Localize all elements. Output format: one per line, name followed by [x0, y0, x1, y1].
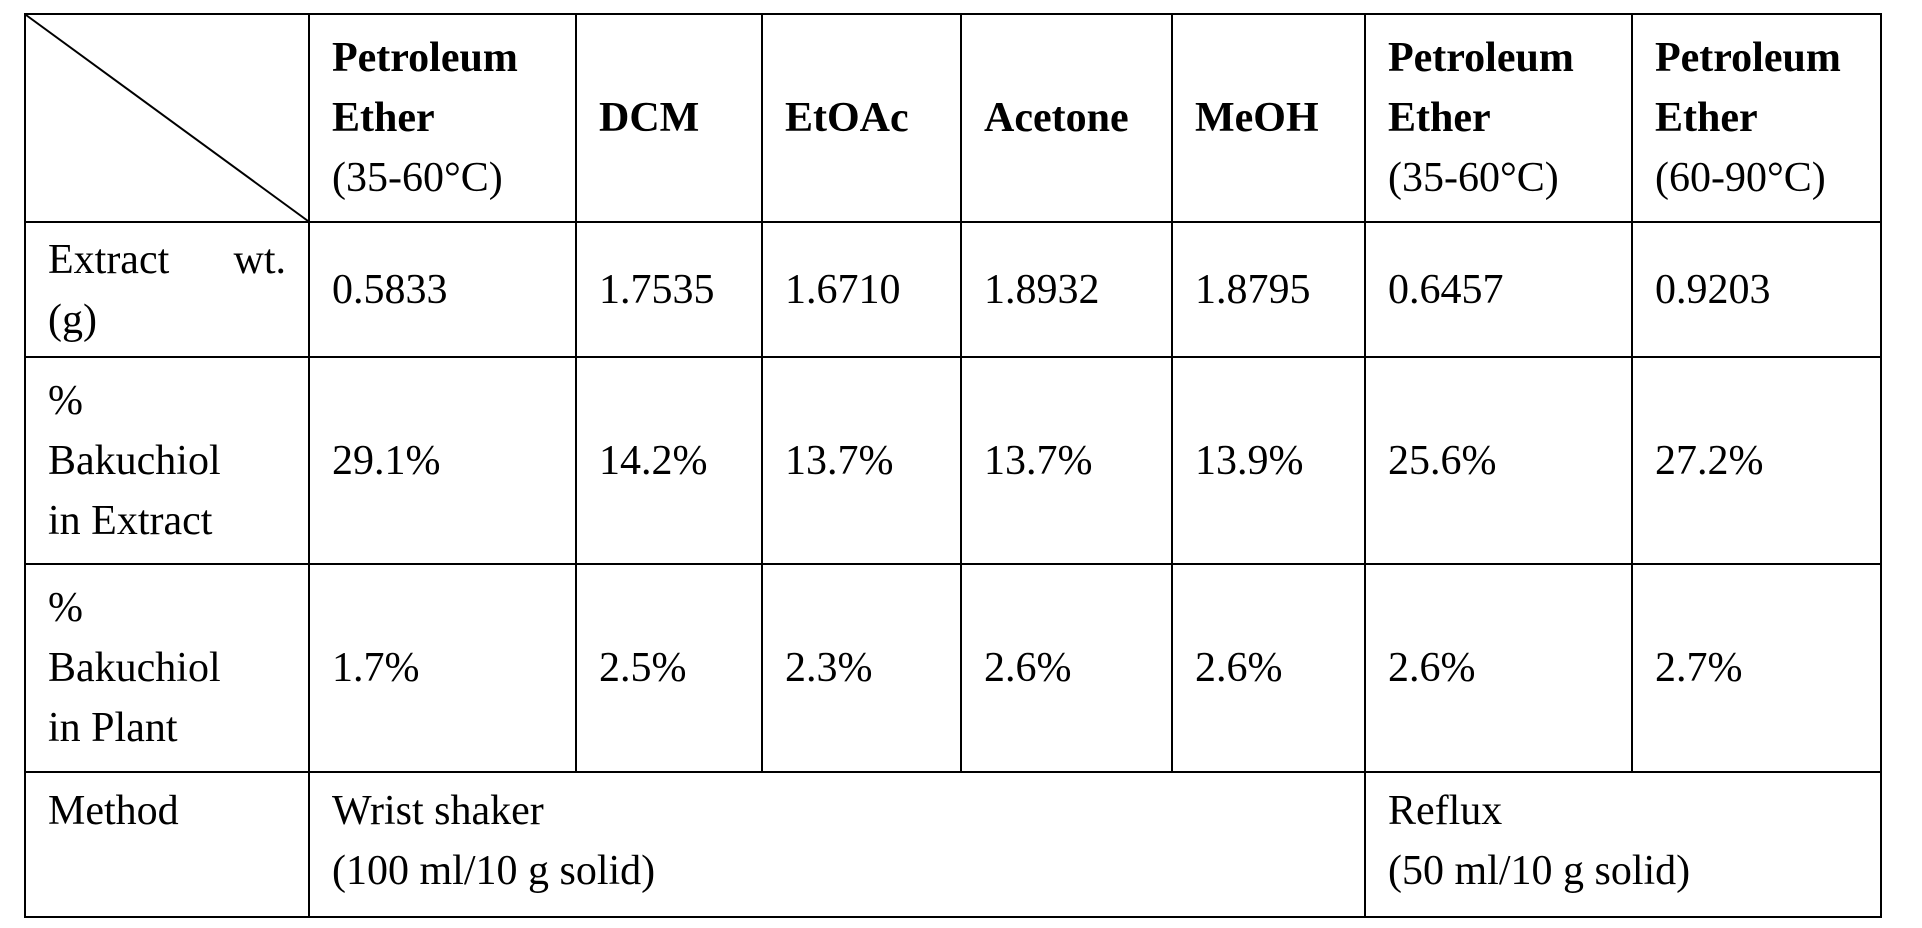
table-cell: 25.6%: [1365, 357, 1632, 564]
col-header-dcm: DCM: [576, 14, 762, 222]
row-label-method: Method: [25, 772, 309, 917]
method-reflux-cell: Reflux(50 ml/10 g solid): [1365, 772, 1881, 917]
table-cell: 13.7%: [762, 357, 961, 564]
table-cell: 1.7%: [309, 564, 576, 772]
col-header-etoac: EtOAc: [762, 14, 961, 222]
table-row: Method Wrist shaker(100 ml/10 g solid) R…: [25, 772, 1881, 917]
table-cell: 0.5833: [309, 222, 576, 357]
col-header-acetone: Acetone: [961, 14, 1172, 222]
table-cell: 2.5%: [576, 564, 762, 772]
header-row: PetroleumEther(35-60°C) DCM EtOAc Aceton…: [25, 14, 1881, 222]
corner-cell: [25, 14, 309, 222]
table-cell: 13.9%: [1172, 357, 1365, 564]
table-cell: 0.9203: [1632, 222, 1881, 357]
table-row: Extractwt.(g) 0.5833 1.7535 1.6710 1.893…: [25, 222, 1881, 357]
table-cell: 27.2%: [1632, 357, 1881, 564]
col-header-meoh: MeOH: [1172, 14, 1365, 222]
table-cell: 0.6457: [1365, 222, 1632, 357]
row-label-pct-plant: %Bakuchiolin Plant: [25, 564, 309, 772]
table-cell: 13.7%: [961, 357, 1172, 564]
table-cell: 2.6%: [1365, 564, 1632, 772]
table-cell: 1.8795: [1172, 222, 1365, 357]
col-header-pe-35-60: PetroleumEther(35-60°C): [309, 14, 576, 222]
table-cell: 2.6%: [1172, 564, 1365, 772]
table-row: %Bakuchiolin Plant 1.7% 2.5% 2.3% 2.6% 2…: [25, 564, 1881, 772]
method-wrist-shaker-cell: Wrist shaker(100 ml/10 g solid): [309, 772, 1365, 917]
table-cell: 2.3%: [762, 564, 961, 772]
extraction-table: PetroleumEther(35-60°C) DCM EtOAc Aceton…: [24, 13, 1882, 918]
row-label-pct-extract: %Bakuchiolin Extract: [25, 357, 309, 564]
col-header-pe-35-60-reflux: PetroleumEther(35-60°C): [1365, 14, 1632, 222]
table-cell: 2.7%: [1632, 564, 1881, 772]
col-header-pe-60-90: PetroleumEther(60-90°C): [1632, 14, 1881, 222]
table-cell: 1.6710: [762, 222, 961, 357]
table-cell: 14.2%: [576, 357, 762, 564]
table-row: %Bakuchiolin Extract 29.1% 14.2% 13.7% 1…: [25, 357, 1881, 564]
table-cell: 1.7535: [576, 222, 762, 357]
table-cell: 2.6%: [961, 564, 1172, 772]
table-cell: 1.8932: [961, 222, 1172, 357]
table-cell: 29.1%: [309, 357, 576, 564]
row-label-extract-wt: Extractwt.(g): [25, 222, 309, 357]
